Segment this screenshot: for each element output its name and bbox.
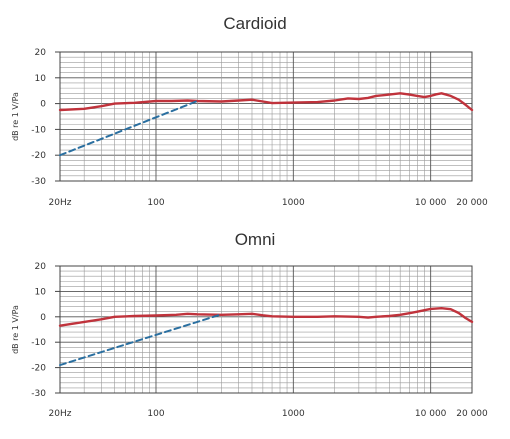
frequency-response-line xyxy=(58,307,474,327)
y-tick-label: 0 xyxy=(40,313,46,323)
cardioid-chart: Cardioid 20 10 0 -10 -20 -30 20Hz 100 1000 10 000… xyxy=(0,0,510,215)
y-axis-label: dB re 1 V/Pa xyxy=(11,92,20,141)
plot-area xyxy=(60,266,472,393)
low-cut-response-line xyxy=(59,313,223,367)
plot-border xyxy=(59,51,473,182)
plot-border xyxy=(59,265,473,394)
y-axis-label: dB re 1 V/Pa xyxy=(11,305,20,354)
vertical-gridlines xyxy=(59,52,473,181)
low-cut-response-line xyxy=(59,100,199,157)
x-tick-label: 1000 xyxy=(282,409,305,419)
x-tick-label: 10 000 xyxy=(415,409,447,419)
x-tick-label: 100 xyxy=(147,409,164,419)
y-tick-label: -10 xyxy=(31,125,46,135)
plot-area xyxy=(60,52,472,181)
x-tick-label: 10 000 xyxy=(415,198,447,208)
x-tick-label: 100 xyxy=(147,198,164,208)
y-tick-label: 10 xyxy=(35,74,47,84)
x-tick-label: 1000 xyxy=(282,198,305,208)
x-tick-label: 20Hz xyxy=(49,409,72,419)
y-tick-label: -10 xyxy=(31,338,46,348)
chart-title-omni: Omni xyxy=(234,230,276,249)
y-tick-label: -20 xyxy=(31,364,46,374)
omni-chart: Omni 20 10 0 -10 -20 -30 20Hz 100 1000 10 000 20 0… xyxy=(0,215,510,439)
y-tick-label: 10 xyxy=(35,287,47,297)
x-tick-label: 20 000 xyxy=(456,198,488,208)
y-tick-label: 20 xyxy=(35,262,47,272)
y-tick-label: -30 xyxy=(31,177,46,187)
x-tick-label: 20 000 xyxy=(456,409,488,419)
horizontal-gridlines xyxy=(60,51,472,182)
x-tick-label: 20Hz xyxy=(49,198,72,208)
y-tick-label: -20 xyxy=(31,151,46,161)
y-tick-label: 0 xyxy=(40,100,46,110)
y-tick-label: -30 xyxy=(31,389,46,399)
chart-title-cardioid: Cardioid xyxy=(223,14,287,33)
frequency-response-line xyxy=(58,92,474,112)
y-tick-label: 20 xyxy=(35,48,47,58)
